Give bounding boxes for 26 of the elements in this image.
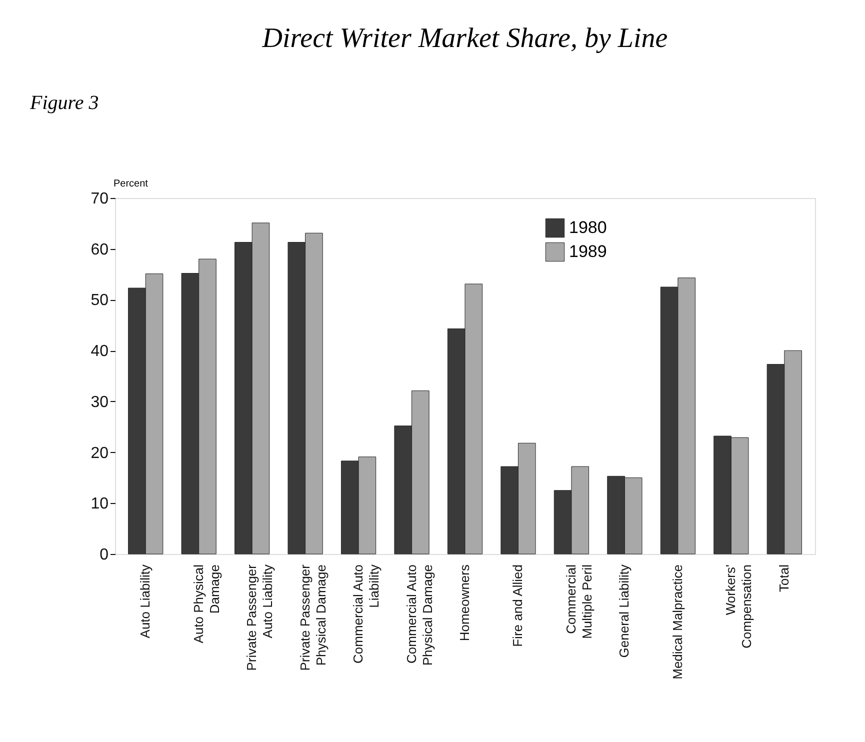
y-tick-label: 70	[90, 190, 109, 208]
x-tick-label: Private Passenger Physical Damage	[297, 564, 328, 671]
x-tick-label: Medical Malpractice	[670, 564, 685, 680]
x-tick-label: General Liability	[616, 564, 632, 658]
chart-title: Direct Writer Market Share, by Line	[261, 23, 668, 54]
x-tick-label: Auto Liability	[138, 564, 153, 638]
x-tick-label: Private Passenger Auto Liability	[244, 564, 276, 671]
x-tick-label: Fire and Allied	[510, 564, 526, 647]
x-tick-label: Commercial Auto Liability	[350, 564, 382, 664]
y-tick-label: 20	[90, 444, 109, 462]
y-tick-label: 40	[90, 343, 109, 360]
x-tick-label: Homeowners	[457, 564, 472, 642]
x-tick-label: Commercial Multiple Peril	[563, 564, 594, 639]
y-tick-label: 0	[100, 546, 109, 564]
y-tick-label: 30	[90, 394, 109, 411]
y-tick-label: 60	[90, 241, 109, 258]
x-tick-label: Auto Physical Damage	[190, 564, 222, 644]
caption: Figure 3	[29, 92, 99, 114]
y-tick-label: 50	[90, 292, 109, 310]
x-tick-label: Commercial Auto Physical Damage	[404, 564, 435, 666]
x-tick-label: Total	[776, 564, 792, 592]
legend-label: 1989	[569, 242, 607, 261]
legend-label: 1980	[569, 218, 607, 237]
x-tick-label: Workers' Compensation	[723, 564, 754, 648]
y-axis-title: Percent	[114, 178, 148, 190]
y-tick-label: 10	[90, 496, 109, 513]
